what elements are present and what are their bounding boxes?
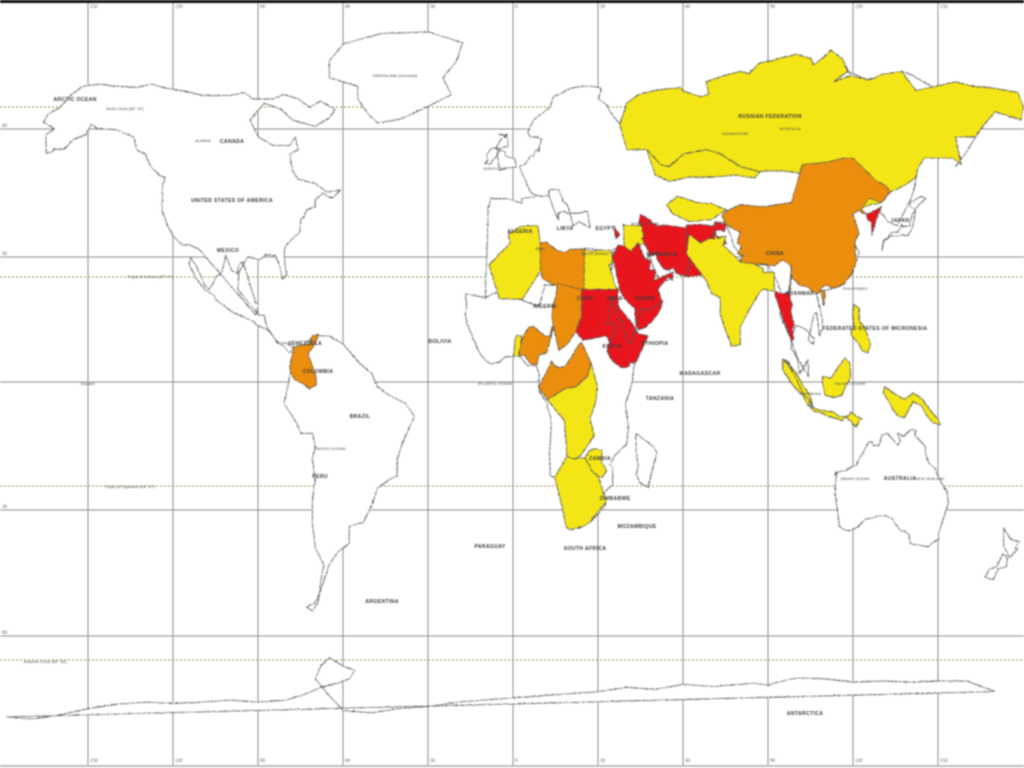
svg-text:INDIAN OCEAN: INDIAN OCEAN xyxy=(841,476,870,481)
svg-text:ALGERIA: ALGERIA xyxy=(507,229,532,235)
svg-text:90: 90 xyxy=(260,759,266,764)
svg-text:30: 30 xyxy=(430,5,436,10)
svg-text:VENEZUELA: VENEZUELA xyxy=(288,341,322,347)
svg-text:SUDAN: SUDAN xyxy=(635,296,655,302)
svg-text:NORTH SEA: NORTH SEA xyxy=(483,166,507,171)
svg-text:IRAN: IRAN xyxy=(535,246,545,251)
svg-text:JAPAN: JAPAN xyxy=(891,218,910,224)
svg-text:AFGHANISTAN: AFGHANISTAN xyxy=(631,221,659,226)
svg-text:ZAMBIA: ZAMBIA xyxy=(589,456,611,462)
svg-text:ETHIOPIA: ETHIOPIA xyxy=(642,341,669,347)
svg-text:NEW ZEALAND: NEW ZEALAND xyxy=(916,476,945,481)
svg-text:120: 120 xyxy=(175,5,183,10)
svg-text:EGYPT: EGYPT xyxy=(595,226,615,232)
svg-text:MEXICO: MEXICO xyxy=(217,248,239,254)
svg-text:PERU: PERU xyxy=(312,474,328,480)
svg-text:SAUDI ARABIA: SAUDI ARABIA xyxy=(581,251,609,256)
svg-text:MADAGASCAR: MADAGASCAR xyxy=(679,371,720,377)
svg-text:RUSSIAN FEDERATION: RUSSIAN FEDERATION xyxy=(738,114,802,120)
svg-text:CHAD: CHAD xyxy=(577,296,593,302)
svg-text:ZIMBABWE: ZIMBABWE xyxy=(600,496,631,502)
svg-text:120: 120 xyxy=(175,759,183,764)
svg-text:LIBYA: LIBYA xyxy=(557,226,574,232)
svg-text:150: 150 xyxy=(90,759,98,764)
svg-text:MYANMAR: MYANMAR xyxy=(786,291,815,297)
svg-text:Tropic of Capricorn (23° 27'): Tropic of Capricorn (23° 27') xyxy=(105,484,156,489)
svg-text:CHINA: CHINA xyxy=(766,251,784,257)
svg-text:60: 60 xyxy=(345,759,351,764)
svg-text:90: 90 xyxy=(770,759,776,764)
svg-text:120: 120 xyxy=(855,759,863,764)
svg-text:BRAZIL: BRAZIL xyxy=(350,414,371,420)
svg-text:PACIFIC OCEAN: PACIFIC OCEAN xyxy=(315,446,346,451)
svg-text:INDIA: INDIA xyxy=(607,296,623,302)
svg-text:60: 60 xyxy=(2,631,8,636)
svg-text:AUSTRALIA: AUSTRALIA xyxy=(884,476,917,482)
svg-text:60: 60 xyxy=(685,759,691,764)
svg-text:150: 150 xyxy=(90,5,98,10)
svg-text:TANZANIA: TANZANIA xyxy=(646,396,675,402)
svg-text:COLOMBIA: COLOMBIA xyxy=(303,369,334,375)
svg-text:NIGERIA: NIGERIA xyxy=(533,304,557,310)
svg-text:KENYA: KENYA xyxy=(602,344,621,350)
svg-text:120: 120 xyxy=(855,5,863,10)
svg-text:ARGENTINA: ARGENTINA xyxy=(365,599,399,605)
svg-text:MONGOLIA: MONGOLIA xyxy=(779,126,801,131)
svg-text:30: 30 xyxy=(600,5,606,10)
svg-text:60: 60 xyxy=(2,124,8,129)
svg-text:MOZAMBIQUE: MOZAMBIQUE xyxy=(617,524,656,530)
svg-text:60: 60 xyxy=(345,5,351,10)
svg-text:ARCTIC OCEAN: ARCTIC OCEAN xyxy=(53,97,96,103)
svg-text:PAKISTAN: PAKISTAN xyxy=(650,251,669,256)
svg-text:Arctic Circle (66° 33'): Arctic Circle (66° 33') xyxy=(106,106,144,111)
svg-text:INDONESIA: INDONESIA xyxy=(799,391,821,396)
svg-text:SOUTH AFRICA: SOUTH AFRICA xyxy=(564,546,607,552)
svg-text:PHILIPPINES: PHILIPPINES xyxy=(843,286,868,291)
svg-text:90: 90 xyxy=(260,5,266,10)
svg-text:ATLANTIC OCEAN: ATLANTIC OCEAN xyxy=(478,381,512,386)
svg-text:30: 30 xyxy=(600,759,606,764)
svg-text:PACIFIC OCEAN: PACIFIC OCEAN xyxy=(835,381,866,386)
svg-text:Tropic of Cancer (23° 27'): Tropic of Cancer (23° 27') xyxy=(127,274,173,279)
svg-text:ALASKA: ALASKA xyxy=(195,138,211,143)
svg-text:30: 30 xyxy=(2,505,8,510)
svg-text:90: 90 xyxy=(770,5,776,10)
svg-text:UNITED STATES OF AMERICA: UNITED STATES OF AMERICA xyxy=(191,198,273,204)
svg-text:GREENLAND (Denmark): GREENLAND (Denmark) xyxy=(373,73,419,78)
svg-text:CANADA: CANADA xyxy=(220,139,244,145)
svg-text:FEDERATED STATES OF MICRONESIA: FEDERATED STATES OF MICRONESIA xyxy=(823,326,928,332)
svg-text:ANTARCTICA: ANTARCTICA xyxy=(787,711,824,717)
svg-text:30: 30 xyxy=(430,759,436,764)
svg-text:Antarctic Circle (66° 33'): Antarctic Circle (66° 33') xyxy=(23,659,67,664)
svg-text:KAZAKHSTAN: KAZAKHSTAN xyxy=(722,131,748,136)
svg-text:150: 150 xyxy=(940,759,948,764)
svg-text:150: 150 xyxy=(940,5,948,10)
svg-text:BOLIVIA: BOLIVIA xyxy=(428,339,451,345)
svg-text:Equator: Equator xyxy=(81,381,96,386)
svg-text:60: 60 xyxy=(685,5,691,10)
svg-text:PARAGUAY: PARAGUAY xyxy=(474,544,505,550)
svg-text:30: 30 xyxy=(2,252,8,257)
